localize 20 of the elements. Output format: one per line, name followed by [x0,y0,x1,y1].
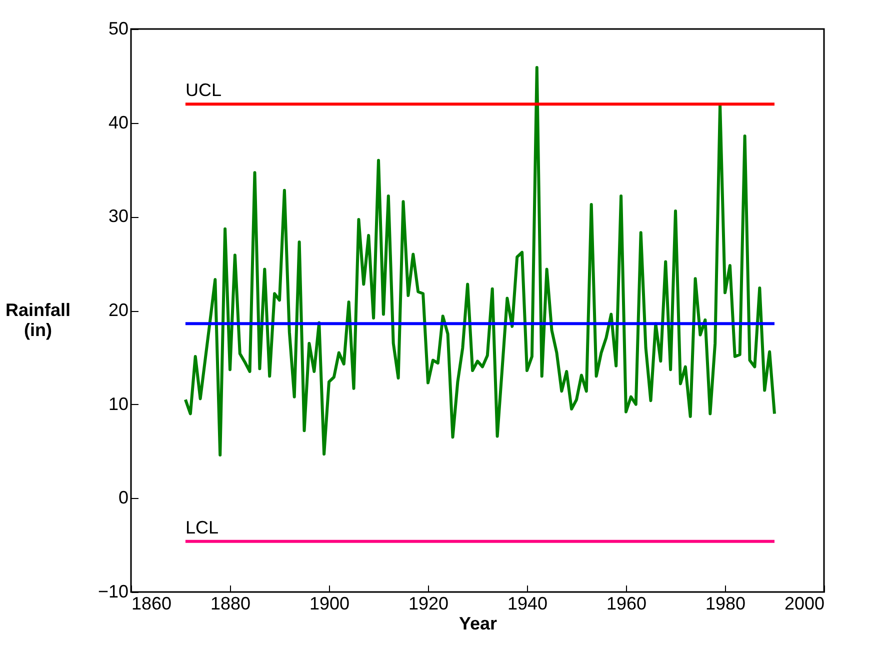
y-tick-label: 30 [108,206,128,226]
y-tick-label: 50 [108,18,128,38]
x-tick-label: 1920 [408,594,449,614]
line-series [184,66,776,457]
x-tick-label: 1980 [705,594,746,614]
ref-line-label: LCL [185,517,218,538]
y-tick-label: −10 [98,582,128,602]
x-tick-label: 1900 [309,594,350,614]
y-tick-label: 20 [108,300,128,320]
y-axis-title: Rainfall (in) [5,300,70,340]
y-tick-label: 40 [108,112,128,132]
x-tick-label: 1880 [210,594,251,614]
ref-line-label: UCL [185,80,222,100]
x-tick-label: 2000 [784,594,824,614]
x-tick-label: 1860 [132,594,172,614]
y-tick-label: 0 [118,488,128,508]
x-axis-title: Year [458,614,498,634]
y-tick-label: 10 [108,394,128,414]
x-tick-label: 1960 [606,594,647,614]
x-tick-label: 1940 [507,594,548,614]
